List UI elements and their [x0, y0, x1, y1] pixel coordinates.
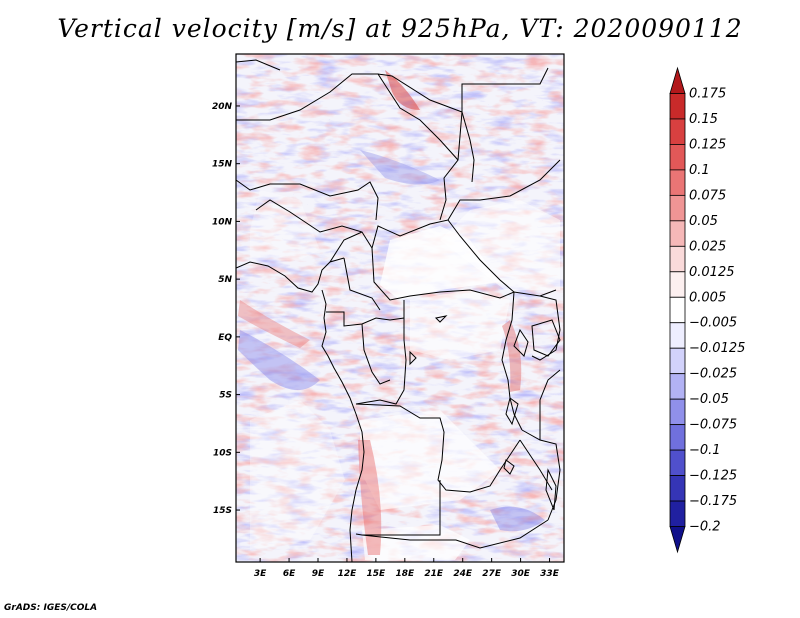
lon-tick-label: 33E	[540, 569, 560, 579]
latitude-axis: 20N 15N 10N 5N EQ 5S 10S 15S	[212, 102, 240, 516]
colorbar-swatch	[669, 169, 686, 196]
colorbar-swatch	[669, 475, 686, 502]
colorbar-label: −0.175	[689, 494, 737, 509]
lat-tick-label: EQ	[218, 333, 232, 343]
colorbar-label: −0.025	[689, 367, 737, 382]
lon-tick-label: 12E	[338, 569, 358, 579]
colorbar-swatch	[669, 93, 686, 120]
colorbar-swatch	[669, 500, 686, 527]
colorbar-label: 0.15	[689, 112, 718, 127]
colorbar-label: 0.05	[689, 214, 718, 229]
lat-tick-label: 20N	[212, 102, 233, 112]
colorbar-label: 0.075	[689, 188, 726, 203]
lon-tick-label: 30E	[511, 569, 531, 579]
colorbar-label: 0.1	[689, 163, 710, 178]
colorbar-swatch	[669, 526, 686, 554]
colorbar-swatch	[669, 322, 686, 349]
colorbar-swatch	[669, 296, 686, 324]
lat-tick-label: 10N	[212, 217, 233, 227]
colorbar-label: −0.1	[689, 443, 721, 458]
colorbar-swatch	[669, 144, 686, 171]
colorbar-label: 0.0125	[689, 265, 735, 280]
lon-tick-label: 3E	[254, 569, 267, 579]
colorbar-label: 0.125	[689, 137, 726, 152]
colorbar-label: 0.175	[689, 86, 726, 101]
colorbar-swatch	[669, 220, 686, 247]
colorbar-swatch	[669, 194, 686, 222]
colorbar-label: 0.025	[689, 239, 726, 254]
colorbar-label: −0.05	[689, 392, 729, 407]
lon-tick-label: 15E	[367, 569, 387, 579]
lon-tick-label: 21E	[424, 569, 444, 579]
colorbar-swatch	[669, 245, 686, 273]
colorbar-swatch	[669, 66, 686, 94]
chart-title: Vertical velocity [m/s] at 925hPa, VT: 2…	[57, 14, 743, 43]
colorbar-swatch	[669, 424, 686, 451]
colorbar-swatch	[669, 347, 686, 375]
colorbar-label: −0.075	[689, 418, 737, 433]
lon-tick-label: 6E	[283, 569, 296, 579]
vertical-velocity-field	[236, 54, 564, 562]
lat-tick-label: 15S	[213, 506, 232, 516]
colorbar-label: −0.0125	[689, 341, 745, 356]
colorbar-swatch	[669, 398, 686, 426]
colorbar: 0.175 0.15 0.125 0.1 0.075 0.05 0.025 0.0125 0.0…	[669, 66, 745, 554]
lon-tick-label: 24E	[453, 569, 473, 579]
lon-tick-label: 27E	[482, 569, 502, 579]
colorbar-label: −0.125	[689, 469, 737, 484]
lat-tick-label: 5S	[219, 391, 232, 401]
lat-tick-label: 15N	[212, 160, 233, 170]
lat-tick-label: 5N	[218, 275, 232, 285]
colorbar-label: −0.2	[689, 520, 721, 535]
longitude-axis: 3E 6E 9E 12E 15E 18E 21E 24E 27E 30E 33E	[254, 558, 560, 579]
colorbar-swatch	[669, 271, 686, 298]
colorbar-swatch	[669, 449, 686, 476]
grads-credit: GrADS: IGES/COLA	[4, 603, 98, 613]
lat-tick-label: 10S	[213, 448, 232, 458]
colorbar-swatch	[669, 373, 686, 400]
colorbar-label: 0.005	[689, 290, 726, 305]
colorbar-label: −0.005	[689, 316, 737, 331]
colorbar-swatch	[669, 118, 686, 145]
lon-tick-label: 18E	[395, 569, 415, 579]
map-boundaries	[236, 59, 561, 562]
lon-tick-label: 9E	[312, 569, 325, 579]
map-frame	[235, 53, 565, 563]
